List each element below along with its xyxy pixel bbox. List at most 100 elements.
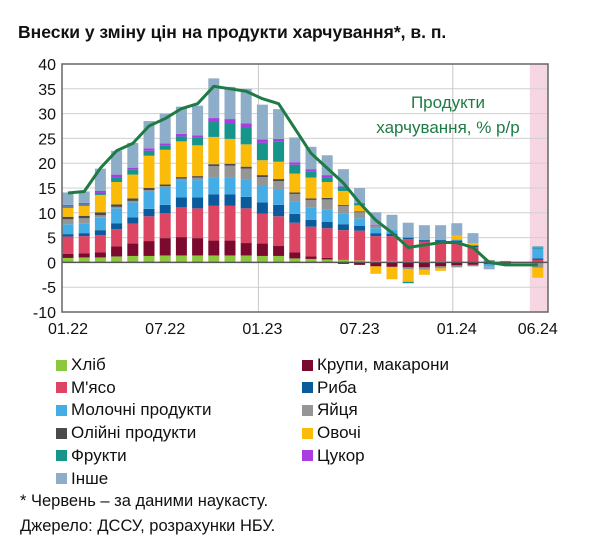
bar-segment	[111, 223, 123, 230]
bar-segment	[402, 269, 414, 282]
bar-segment	[354, 230, 366, 261]
x-tick-label: 07.23	[340, 321, 380, 338]
bar-segment	[208, 78, 220, 119]
bar-segment	[402, 267, 414, 270]
bar-segment	[143, 121, 155, 149]
bar-segment	[208, 166, 220, 178]
y-tick-label: -10	[33, 305, 56, 322]
bar-segment	[192, 180, 204, 198]
bar-segment	[240, 179, 252, 197]
bar-segment	[386, 233, 398, 237]
bar-segment	[62, 257, 74, 263]
bar-segment	[321, 209, 333, 222]
bar-segment	[240, 243, 252, 256]
bar-segment	[175, 177, 187, 179]
bar-segment	[94, 235, 106, 253]
bar-segment	[256, 186, 268, 203]
footnote: * Червень – за даними наукасту.	[20, 492, 269, 510]
bar-segment	[435, 240, 447, 242]
bar-segment	[305, 256, 317, 259]
bar-segment	[370, 228, 382, 234]
bar-segment	[402, 237, 414, 240]
bar-segment	[208, 122, 220, 137]
y-tick-label: 15	[38, 181, 56, 198]
bar-segment	[175, 136, 187, 142]
bar-segment	[192, 176, 204, 178]
bar-segment	[386, 262, 398, 267]
bar-segment	[354, 225, 366, 231]
bar-segment	[208, 164, 220, 167]
bar-segment	[402, 239, 414, 262]
bar-segment	[78, 204, 90, 206]
bar-segment	[386, 236, 398, 261]
bar-segment	[78, 257, 90, 263]
bar-segment	[143, 150, 155, 156]
bar-segment	[192, 197, 204, 209]
x-tick-label: 01.23	[242, 321, 282, 338]
y-tick-label: 10	[38, 206, 56, 223]
bar-segment	[256, 175, 268, 178]
bar-segment	[240, 196, 252, 209]
bar-segment	[94, 212, 106, 216]
bar-segment	[127, 167, 139, 170]
line-label: Продукти	[411, 93, 485, 112]
bar-segment	[370, 233, 382, 237]
y-tick-label: 5	[47, 231, 56, 248]
bar-segment	[175, 255, 187, 263]
bar-segment	[354, 188, 366, 203]
bar-segment	[370, 262, 382, 267]
bar-segment	[224, 138, 236, 164]
bar-segment	[289, 252, 301, 259]
legend-item: Хліб	[56, 355, 106, 375]
bar-segment	[321, 257, 333, 260]
bar-segment	[175, 180, 187, 198]
bar-segment	[273, 189, 285, 205]
y-tick-label: 35	[38, 82, 56, 99]
bar-segment	[143, 216, 155, 242]
legend-label: Інше	[71, 468, 109, 488]
bar-segment	[305, 258, 317, 263]
bar-segment	[305, 171, 317, 178]
bar-segment	[127, 169, 139, 175]
legend-label: Хліб	[71, 355, 106, 374]
bar-segment	[370, 225, 382, 229]
bar-segment	[175, 141, 187, 178]
bar-segment	[256, 177, 268, 187]
bar-segment	[224, 119, 236, 124]
bar-segment	[240, 168, 252, 180]
bar-segment	[159, 187, 171, 205]
bar-segment	[305, 198, 317, 200]
bar-segment	[305, 207, 317, 220]
bar-segment	[337, 259, 349, 263]
bar-segment	[192, 135, 204, 138]
legend-label: Овочі	[317, 423, 361, 443]
bar-segment	[127, 200, 139, 203]
bar-segment	[175, 207, 187, 238]
bar-segment	[208, 118, 220, 123]
bar-segment	[111, 182, 123, 205]
bar-segment	[289, 258, 301, 263]
bar-segment	[337, 213, 349, 225]
bar-segment	[532, 259, 544, 263]
y-tick-label: 40	[38, 57, 56, 74]
legend-item: Риба	[302, 378, 357, 398]
bar-segment	[483, 263, 495, 267]
bar-segment	[111, 229, 123, 247]
legend-item: Цукор	[302, 446, 365, 466]
bar-segment	[111, 204, 123, 207]
y-tick-label: 30	[38, 107, 56, 124]
bar-segment	[321, 197, 333, 200]
bar-segment	[256, 160, 268, 176]
bar-segment	[467, 233, 479, 244]
legend-label: М'ясо	[71, 377, 116, 397]
bar-segment	[94, 190, 106, 193]
bar-segment	[240, 127, 252, 145]
bar-segment	[467, 264, 479, 267]
bar-segment	[435, 262, 447, 267]
bar-segment	[62, 216, 74, 220]
bar-segment	[127, 217, 139, 224]
bar-segment	[224, 123, 236, 139]
bar-segment	[273, 141, 285, 162]
bar-segment	[94, 215, 106, 218]
bar-segment	[143, 241, 155, 256]
